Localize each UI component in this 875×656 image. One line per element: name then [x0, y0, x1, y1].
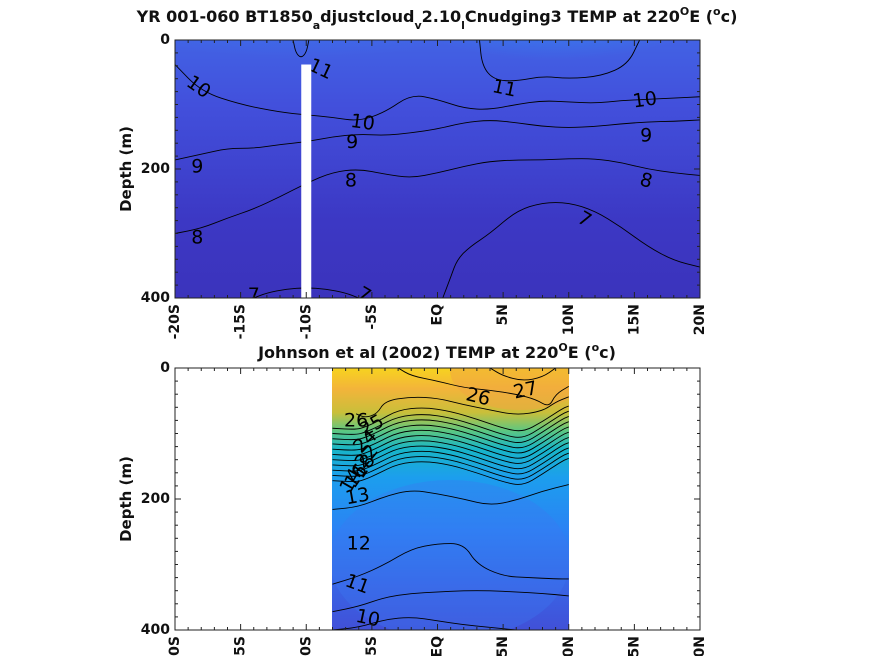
y-tick-label: 400: [141, 290, 170, 306]
contour-line-10-17: [332, 617, 517, 630]
panel-observed-ylabel: Depth (m): [117, 456, 135, 542]
contour-line-15-12: [332, 452, 569, 480]
y-tick-label: 400: [141, 622, 170, 638]
y-tick-label: 0: [160, 32, 170, 48]
contour-line-22-5: [332, 416, 569, 443]
contour-line-25-2: [355, 396, 569, 418]
contour-label-8: 8: [191, 226, 203, 248]
y-tick-label: 200: [141, 491, 170, 507]
contour-line-19-8: [332, 431, 569, 459]
contour-line-8-4: [175, 158, 700, 234]
panel-model-ylabel: Depth (m): [117, 126, 135, 212]
x-tick-label: 15S: [233, 636, 249, 656]
contour-line-7-5: [253, 287, 359, 298]
x-tick-label: 5S: [364, 636, 380, 656]
contour-label-12: 7: [248, 284, 260, 306]
contour-line-10-2: [175, 64, 700, 121]
x-tick-label: 20S: [167, 636, 183, 656]
contour-line-13-14: [332, 484, 569, 510]
contour-label-10: 8: [637, 168, 654, 192]
contour-label-5: 9: [191, 155, 203, 177]
x-tick-label: 5N: [495, 304, 511, 325]
contour-line-24-3: [332, 405, 569, 432]
x-tick-label: 20N: [692, 636, 708, 656]
panel-model: YR 001-060 BT1850adjustcloudv2.10lCnudgi…: [117, 5, 738, 339]
contour-line-21-6: [332, 421, 569, 449]
contour-label-2: 26: [344, 409, 368, 431]
contour-line-14-13: [332, 457, 569, 485]
panel-observed-title: Johnson et al (2002) TEMP at 220OE (oc): [257, 341, 616, 362]
x-tick-label: 10N: [561, 304, 577, 335]
x-tick-label: 15N: [626, 304, 642, 335]
contour-label-9: 8: [345, 170, 357, 192]
x-tick-label: 15N: [626, 636, 642, 656]
x-tick-label: 10N: [561, 636, 577, 656]
panel-model-missing-data-column: [301, 64, 312, 298]
contour-line-20-7: [332, 426, 569, 454]
contour-line-16-11: [332, 447, 569, 475]
x-tick-label: -15S: [233, 304, 249, 339]
contour-line-27-0: [489, 368, 556, 381]
panel-observed: Johnson et al (2002) TEMP at 220OE (oc) …: [117, 341, 708, 656]
contour-label-10: 12: [347, 533, 371, 555]
contour-line-18-9: [332, 437, 569, 464]
x-tick-label: -5S: [364, 304, 380, 330]
x-tick-label: 10S: [298, 636, 314, 656]
x-tick-label: 5N: [495, 636, 511, 656]
contour-line-17-10: [332, 442, 569, 470]
x-tick-label: 20N: [692, 304, 708, 335]
contour-line-9-3: [175, 119, 700, 161]
contour-label-3: 10: [349, 110, 376, 135]
contour-line-12-15: [332, 543, 569, 585]
contour-label-12: 10: [354, 605, 382, 632]
contour-line-7-6: [442, 202, 700, 298]
contour-label-9: 13: [344, 483, 372, 509]
contour-line-11-0: [292, 40, 310, 58]
panel-model-title: YR 001-060 BT1850adjustcloudv2.10lCnudgi…: [136, 5, 738, 32]
contour-line-23-4: [332, 410, 569, 438]
x-tick-label: -20S: [167, 304, 183, 339]
x-tick-label: EQ: [430, 304, 446, 326]
contour-line-11-1: [479, 40, 641, 82]
contour-label-1: 11: [490, 75, 518, 102]
contour-label-6: 9: [346, 131, 358, 153]
y-tick-label: 200: [141, 161, 170, 177]
x-tick-label: -10S: [298, 304, 314, 339]
x-tick-label: EQ: [430, 636, 446, 656]
contour-label-4: 10: [631, 87, 658, 112]
contour-line-26-1: [397, 368, 569, 406]
contour-line-11-16: [332, 590, 569, 613]
contour-label-0: 27: [511, 377, 539, 404]
y-tick-label: 0: [160, 360, 170, 376]
contour-label-7: 9: [640, 124, 652, 146]
